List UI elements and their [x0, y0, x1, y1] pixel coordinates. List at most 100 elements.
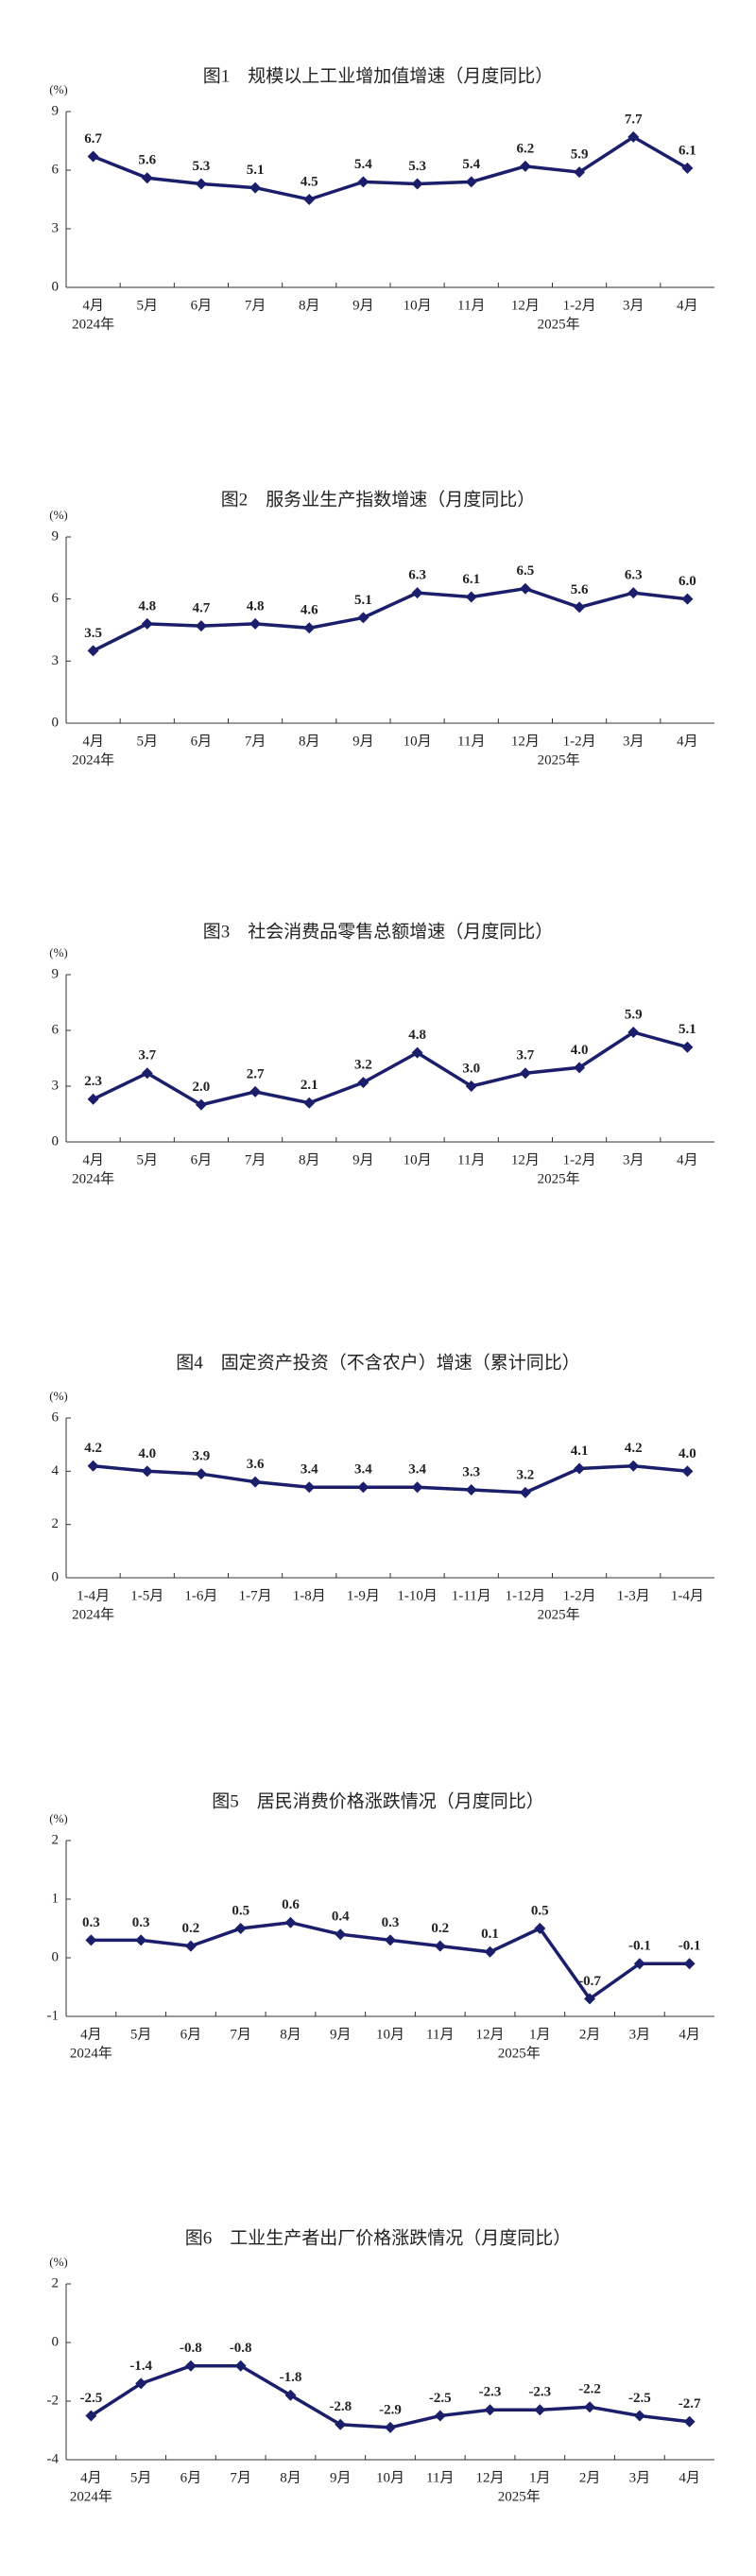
data-point: [519, 582, 531, 595]
value-label: -0.7: [578, 1974, 601, 1989]
data-point: [627, 130, 640, 143]
value-label: 5.9: [571, 147, 589, 163]
y-unit: (%): [49, 508, 68, 522]
y-tick-label: 3: [52, 653, 60, 668]
year-label: 2024年: [72, 1170, 114, 1186]
x-tick-label: 11月: [426, 2027, 454, 2042]
year-label: 2024年: [72, 752, 114, 768]
data-point: [85, 1934, 97, 1946]
data-point: [411, 587, 423, 599]
data-point: [195, 1098, 207, 1111]
data-point: [683, 2415, 696, 2428]
data-point: [465, 591, 477, 603]
value-label: 0.2: [431, 1921, 449, 1936]
data-point: [519, 160, 531, 172]
value-label: 4.1: [571, 1444, 589, 1459]
x-tick-label: 12月: [476, 2027, 505, 2042]
x-tick-label: 6月: [180, 2470, 202, 2485]
x-tick-label: 4月: [677, 298, 698, 313]
y-tick-label: -2: [47, 2393, 60, 2408]
data-point: [335, 1928, 347, 1941]
value-label: 3.7: [517, 1048, 535, 1063]
value-label: 5.3: [193, 159, 211, 174]
y-tick-label: 2: [52, 1832, 60, 1847]
value-label: 5.1: [679, 1022, 696, 1037]
y-tick-label: 0: [52, 2334, 60, 2349]
year-label: 2025年: [498, 2488, 541, 2504]
data-point: [574, 1462, 586, 1475]
x-tick-label: 1月: [529, 2027, 551, 2042]
x-tick-label: 8月: [280, 2027, 301, 2042]
data-point: [574, 601, 586, 614]
x-tick-label: 1-4月: [77, 1588, 110, 1603]
data-point: [195, 1468, 207, 1480]
value-label: 3.4: [408, 1462, 426, 1478]
value-label: 0.3: [82, 1915, 100, 1930]
data-point: [87, 1460, 99, 1472]
data-point: [484, 1945, 496, 1958]
x-tick-label: 5月: [130, 2027, 152, 2042]
value-label: 6.2: [517, 141, 535, 156]
value-label: 4.0: [138, 1446, 156, 1461]
value-label: -2.3: [479, 2385, 502, 2400]
x-tick-label: 1-4月: [671, 1588, 704, 1603]
x-tick-label: 3月: [623, 734, 644, 749]
x-tick-label: 11月: [457, 1152, 485, 1167]
data-point: [465, 1484, 477, 1496]
y-tick-label: 6: [52, 1409, 60, 1425]
x-tick-label: 5月: [130, 2470, 152, 2485]
value-label: 6.1: [462, 572, 480, 587]
x-tick-label: 4月: [677, 734, 698, 749]
data-point: [135, 1934, 147, 1946]
y-unit: (%): [49, 82, 68, 96]
x-tick-label: 1-5月: [130, 1588, 163, 1603]
x-tick-label: 9月: [352, 1152, 374, 1167]
y-tick-label: 0: [52, 1949, 60, 1964]
y-tick-label: 0: [52, 1569, 60, 1584]
x-tick-label: 5月: [136, 734, 158, 749]
data-point: [303, 194, 316, 205]
year-label: 2024年: [72, 316, 114, 332]
value-label: 0.4: [332, 1910, 350, 1925]
data-point: [357, 612, 369, 624]
x-tick-label: 3月: [623, 298, 644, 313]
data-point: [627, 1460, 640, 1472]
value-label: 3.2: [517, 1467, 535, 1482]
data-point: [249, 1085, 262, 1098]
data-point: [141, 617, 153, 630]
value-label: 5.4: [462, 157, 480, 172]
data-point: [681, 162, 694, 174]
data-point: [681, 593, 694, 605]
data-point: [627, 1026, 640, 1038]
data-point: [574, 166, 586, 179]
year-label: 2024年: [70, 2488, 112, 2504]
y-tick-label: 9: [52, 528, 60, 544]
data-point: [284, 2389, 297, 2401]
x-tick-label: 12月: [511, 298, 540, 313]
y-tick-label: 6: [52, 162, 60, 177]
value-label: 6.5: [517, 563, 535, 579]
value-label: 5.6: [138, 153, 156, 168]
value-label: -0.1: [679, 1939, 701, 1954]
value-label: -2.5: [80, 2391, 103, 2406]
x-tick-label: 3月: [623, 1152, 644, 1167]
value-label: 0.1: [481, 1927, 499, 1942]
y-tick-label: 6: [52, 1022, 60, 1037]
value-label: 6.1: [679, 143, 696, 158]
x-tick-label: 1-8月: [293, 1588, 326, 1603]
y-unit: (%): [49, 2255, 68, 2269]
value-label: -1.4: [129, 2359, 152, 2374]
value-label: 4.7: [193, 601, 211, 616]
data-point: [434, 1940, 446, 1952]
x-tick-label: 1-2月: [563, 298, 596, 313]
y-tick-label: 3: [52, 1078, 60, 1093]
value-label: 7.7: [625, 112, 643, 127]
x-tick-label: 2月: [579, 2027, 601, 2042]
data-point: [357, 1481, 369, 1494]
x-tick-label: 12月: [511, 1152, 540, 1167]
x-tick-label: 5月: [136, 1152, 158, 1167]
x-tick-label: 5月: [136, 298, 158, 313]
value-label: 0.2: [182, 1921, 200, 1936]
value-label: 0.3: [132, 1915, 150, 1930]
value-label: 4.0: [571, 1043, 589, 1058]
